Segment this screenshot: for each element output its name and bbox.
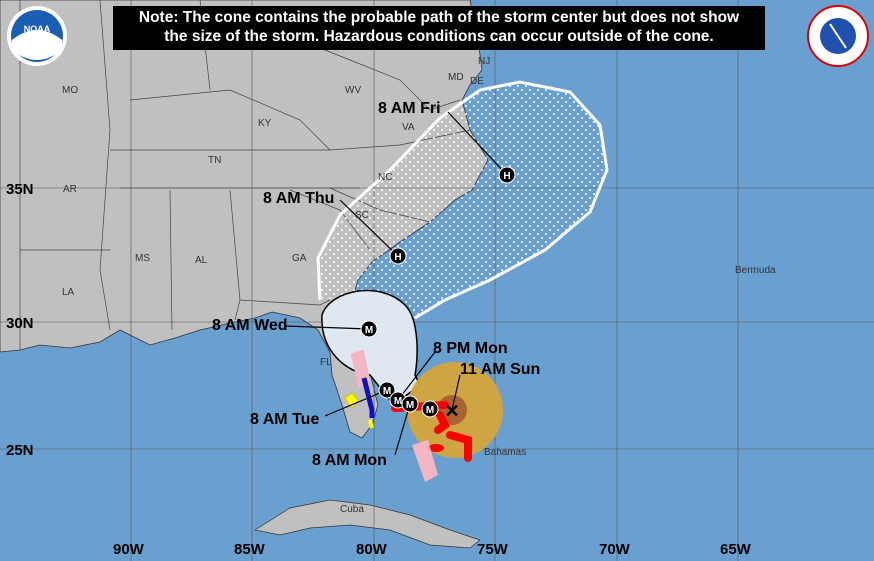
label-ms: MS (135, 253, 150, 264)
label-sc: SC (355, 210, 369, 221)
marker-extra[interactable]: M (421, 400, 439, 418)
hurricane-warning-abaco (434, 411, 451, 434)
marker-8am-fri[interactable]: H (498, 166, 516, 184)
label-de: DE (470, 76, 484, 87)
label-tn: TN (208, 155, 221, 166)
svg-text:M: M (394, 396, 402, 407)
label-8am-thu: 8 AM Thu (263, 190, 334, 207)
label-nc: NC (378, 172, 392, 183)
label-8am-mon: 8 AM Mon (312, 452, 387, 469)
svg-text:H: H (394, 252, 401, 263)
svg-text:NOAA: NOAA (24, 24, 51, 34)
label-wv: WV (345, 85, 361, 96)
label-md: MD (448, 72, 464, 83)
label-ga: GA (292, 253, 307, 264)
svg-text:M: M (383, 386, 391, 397)
marker-8am-tue[interactable]: M (378, 381, 396, 399)
lon-85w: 85W (234, 541, 266, 558)
label-8pm-mon: 8 PM Mon (433, 340, 508, 357)
svg-text:H: H (503, 171, 510, 182)
lat-25n: 25N (6, 442, 34, 459)
tropical-storm-warning-florida (361, 377, 375, 418)
label-va: VA (402, 122, 415, 133)
label-ky: KY (258, 118, 272, 129)
svg-text:M: M (426, 405, 434, 416)
label-fl: FL (320, 357, 332, 368)
label-la: LA (62, 287, 75, 298)
hurricane-warning-bimini (428, 444, 444, 452)
lat-35n: 35N (6, 181, 34, 198)
svg-text:M: M (365, 325, 373, 336)
label-8am-fri: 8 AM Fri (378, 100, 441, 117)
svg-text:M: M (406, 400, 414, 411)
hurricane-watch-andros (412, 440, 438, 482)
marker-8am-mon[interactable]: M (401, 395, 419, 413)
label-8am-wed: 8 AM Wed (212, 317, 288, 334)
label-bermuda: Bermuda (735, 265, 776, 276)
lon-90w: 90W (113, 541, 145, 558)
lon-80w: 80W (356, 541, 388, 558)
lon-70w: 70W (599, 541, 631, 558)
note-line-2: the size of the storm. Hazardous conditi… (164, 28, 714, 45)
label-mo: MO (62, 85, 78, 96)
current-position-x-icon[interactable]: ✕ (444, 401, 459, 421)
tropical-storm-watch-keys (368, 419, 374, 429)
noaa-logo: NOAA (7, 6, 67, 66)
hurricane-watch-florida (350, 349, 371, 389)
lon-75w: 75W (477, 541, 509, 558)
marker-8am-wed[interactable]: M (360, 320, 378, 338)
label-al: AL (195, 255, 208, 266)
tropical-storm-watch-west (344, 392, 359, 409)
label-11am-sun: 11 AM Sun (460, 361, 540, 378)
forecast-cone-days-1-3 (321, 289, 421, 401)
note-line-1: Note: The cone contains the probable pat… (138, 9, 740, 26)
label-bahamas: Bahamas (484, 447, 526, 458)
label-cuba: Cuba (340, 504, 364, 515)
lon-65w: 65W (720, 541, 752, 558)
cone-disclaimer-note: Note: The cone contains the probable pat… (113, 6, 765, 50)
leader-lines (284, 111, 508, 456)
marker-8am-thu[interactable]: H (389, 247, 407, 265)
label-ar: AR (63, 184, 77, 195)
label-8am-tue: 8 AM Tue (250, 411, 319, 428)
hurricane-warning-eleuthera (446, 431, 472, 462)
nws-logo (807, 5, 869, 67)
cuba-land (254, 499, 481, 549)
label-nj: NJ (478, 56, 490, 67)
lat-30n: 30N (6, 315, 34, 332)
